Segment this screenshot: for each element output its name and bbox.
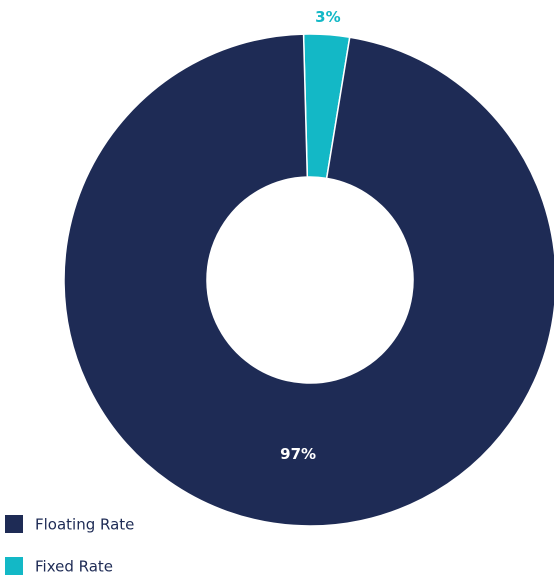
slice bbox=[63, 33, 554, 527]
legend-label: Floating Rate bbox=[35, 516, 134, 534]
data-label: 3% bbox=[315, 8, 340, 26]
legend-label: Fixed Rate bbox=[35, 558, 113, 576]
legend-swatch bbox=[5, 557, 23, 575]
legend-swatch bbox=[5, 515, 23, 533]
data-label: 97% bbox=[280, 445, 316, 463]
